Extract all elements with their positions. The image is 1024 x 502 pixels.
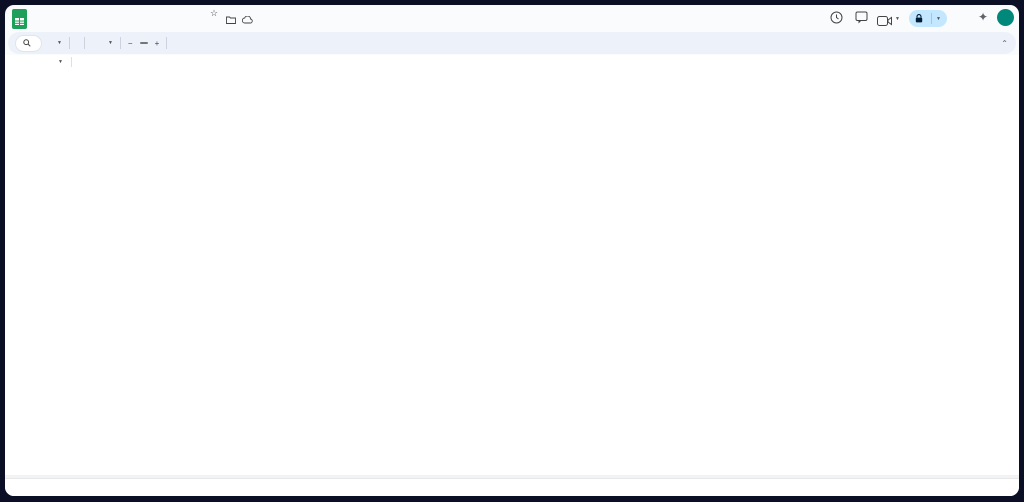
formula-bar: ▼: [5, 55, 1019, 70]
increase-font-button[interactable]: +: [154, 38, 160, 48]
spreadsheet-grid[interactable]: [5, 81, 1019, 475]
toolbar: ▼ ▼ − + ⌃: [8, 32, 1016, 54]
account-avatar[interactable]: [997, 9, 1014, 26]
name-box-dropdown-icon[interactable]: ▼: [58, 59, 63, 65]
version-history-icon[interactable]: [830, 11, 843, 29]
sheets-window: ☆ ▼ ▼ ✦ ▼ ▼ −: [5, 5, 1019, 496]
search-icon: [23, 39, 31, 47]
font-family-select[interactable]: ▼: [107, 40, 113, 46]
font-size-input[interactable]: [139, 42, 148, 44]
share-dropdown-icon[interactable]: ▼: [936, 15, 941, 22]
sheet-tab-bar: [5, 478, 1019, 496]
gemini-sparkle-icon[interactable]: ✦: [978, 10, 989, 24]
share-button[interactable]: ▼: [909, 10, 947, 27]
comment-history-icon[interactable]: [855, 11, 868, 29]
meet-icon[interactable]: [877, 13, 892, 31]
zoom-select[interactable]: ▼: [57, 40, 62, 46]
collapse-toolbar-icon[interactable]: ⌃: [1001, 38, 1008, 48]
cloud-status-icon: [241, 11, 253, 29]
meet-dropdown-icon[interactable]: ▼: [895, 16, 900, 22]
h-scrollbar-track[interactable]: [5, 475, 1019, 478]
sheets-logo[interactable]: [12, 9, 27, 34]
lock-icon: [915, 14, 923, 23]
star-icon[interactable]: ☆: [210, 8, 219, 18]
search-menus-button[interactable]: [16, 35, 41, 51]
move-folder-icon[interactable]: [226, 11, 236, 29]
decrease-font-button[interactable]: −: [127, 38, 133, 48]
